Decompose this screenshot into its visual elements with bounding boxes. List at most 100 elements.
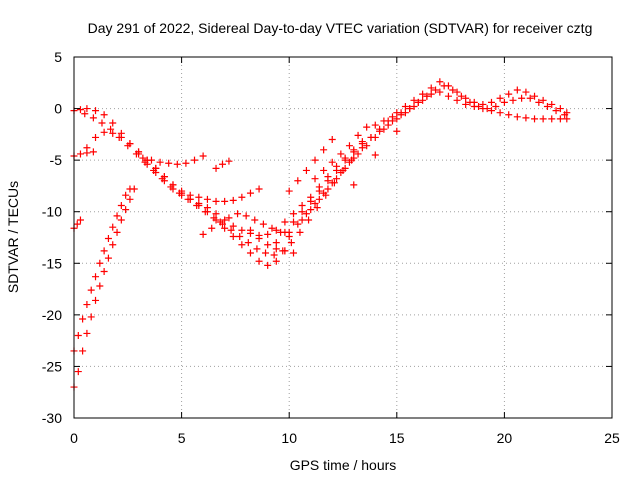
- data-point: [341, 164, 349, 172]
- data-point: [492, 103, 500, 111]
- data-point: [92, 296, 100, 304]
- data-point: [216, 218, 224, 226]
- data-point: [505, 111, 513, 119]
- series-arc-n: [285, 136, 336, 195]
- data-point: [156, 158, 164, 166]
- data-point: [358, 144, 366, 152]
- data-point: [246, 189, 254, 197]
- data-point: [290, 218, 298, 226]
- data-point: [432, 86, 440, 94]
- data-point: [462, 94, 470, 102]
- data-point: [83, 149, 91, 157]
- data-point: [444, 82, 452, 90]
- data-point: [262, 249, 270, 257]
- data-point: [100, 268, 108, 276]
- data-point: [126, 185, 134, 193]
- data-point: [290, 210, 298, 218]
- data-point: [83, 329, 91, 337]
- data-point: [87, 286, 95, 294]
- data-point: [350, 148, 358, 156]
- data-point: [218, 160, 226, 168]
- data-point: [272, 257, 280, 265]
- data-point: [298, 216, 306, 224]
- data-point: [470, 98, 478, 106]
- data-point: [229, 222, 237, 230]
- data-point: [324, 185, 332, 193]
- data-point: [259, 220, 267, 228]
- data-point: [89, 148, 97, 156]
- data-point: [227, 226, 235, 234]
- data-point: [287, 239, 295, 247]
- data-point: [513, 86, 521, 94]
- series-arc-i: [70, 216, 84, 232]
- data-point: [272, 239, 280, 247]
- data-point: [350, 154, 358, 162]
- data-point: [337, 150, 345, 158]
- data-point: [229, 196, 237, 204]
- data-point: [505, 90, 513, 98]
- data-point: [509, 96, 517, 104]
- data-point: [104, 235, 112, 243]
- data-point: [449, 86, 457, 94]
- data-point: [87, 313, 95, 321]
- plot-frame: [73, 56, 613, 419]
- series-arc-f: [135, 148, 263, 205]
- y-tick-label: 0: [54, 101, 62, 117]
- data-point: [487, 98, 495, 106]
- data-point: [281, 247, 289, 255]
- data-point: [212, 164, 220, 172]
- data-point: [333, 175, 341, 183]
- data-point: [324, 177, 332, 185]
- data-point: [178, 187, 186, 195]
- data-point: [556, 105, 564, 113]
- data-point: [281, 218, 289, 226]
- data-point: [414, 98, 422, 106]
- x-tick-label: 5: [178, 430, 186, 446]
- data-point: [457, 92, 465, 100]
- data-points: [70, 78, 571, 391]
- x-tick-label: 10: [281, 430, 297, 446]
- data-point: [107, 125, 115, 133]
- data-point: [328, 158, 336, 166]
- data-point: [305, 216, 313, 224]
- data-point: [109, 119, 117, 127]
- data-point: [122, 206, 130, 214]
- y-tick-label: -25: [42, 358, 62, 374]
- data-point: [74, 368, 82, 376]
- data-point: [410, 96, 418, 104]
- data-point: [191, 156, 199, 164]
- data-point: [246, 249, 254, 257]
- data-point: [350, 181, 358, 189]
- data-point: [296, 228, 304, 236]
- data-point: [311, 156, 319, 164]
- data-point: [212, 216, 220, 224]
- series-arc-m: [298, 78, 571, 224]
- data-point: [423, 92, 431, 100]
- data-point: [221, 224, 229, 232]
- data-point: [89, 114, 97, 122]
- data-point: [272, 226, 280, 234]
- y-tick-label: 5: [54, 49, 62, 65]
- data-point: [234, 210, 242, 218]
- data-point: [92, 133, 100, 141]
- data-point: [298, 202, 306, 210]
- data-point: [315, 187, 323, 195]
- data-point: [543, 103, 551, 111]
- data-point: [522, 88, 530, 96]
- data-point: [311, 199, 319, 207]
- data-point: [475, 103, 483, 111]
- data-point: [117, 133, 125, 141]
- data-point: [345, 158, 353, 166]
- data-point: [253, 245, 261, 253]
- data-point: [539, 115, 547, 123]
- data-point: [212, 197, 220, 205]
- data-point: [367, 133, 375, 141]
- data-point: [126, 140, 134, 148]
- data-point: [225, 157, 233, 165]
- data-point: [531, 115, 539, 123]
- data-point: [73, 220, 81, 228]
- data-point: [393, 115, 401, 123]
- data-point: [173, 160, 181, 168]
- data-point: [236, 232, 244, 240]
- series-arc-p: [371, 92, 431, 129]
